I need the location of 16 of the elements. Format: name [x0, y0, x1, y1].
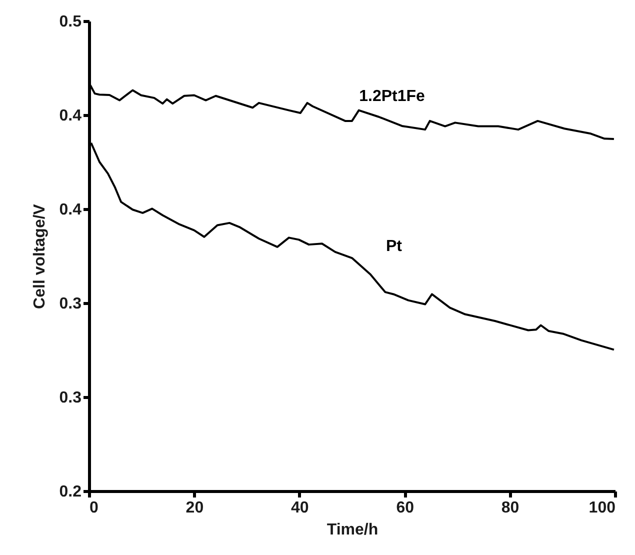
x-tick-label: 20 — [186, 500, 204, 516]
y-tick-label: 0.4 — [59, 202, 82, 218]
y-axis-title: Cell voltage/V — [31, 204, 48, 309]
x-tick-label: 40 — [291, 500, 309, 516]
y-tick-label: 0.4 — [59, 108, 82, 124]
y-tick-label: 0.5 — [59, 14, 82, 30]
series-label: Pt — [386, 238, 403, 256]
x-tick-label: 60 — [396, 500, 414, 516]
y-tick-label: 0.2 — [59, 484, 82, 500]
x-axis-title: Time/h — [326, 522, 378, 538]
y-tick-label: 0.3 — [59, 390, 82, 406]
x-tick-label: 0 — [90, 500, 98, 516]
x-tick-label: 100 — [588, 500, 616, 516]
y-tick-label: 0.3 — [59, 296, 82, 312]
series-label: 1.2Pt1Fe — [359, 88, 426, 105]
x-tick-label: 80 — [501, 500, 520, 516]
